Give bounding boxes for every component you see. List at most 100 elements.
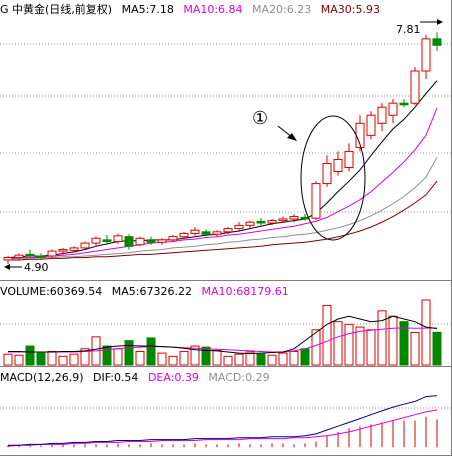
volume-bar (421, 299, 431, 366)
candle (278, 216, 288, 223)
macd-lines (7, 395, 438, 447)
candle (234, 222, 244, 232)
volume-bar (102, 345, 112, 366)
ma5-label: MA5:7.18 (122, 3, 174, 16)
volume-bar (190, 345, 200, 366)
volume-bar (344, 323, 354, 366)
volume-ma5-line (8, 315, 438, 355)
candle (124, 234, 134, 250)
high-pointer-head (437, 19, 443, 25)
candle (58, 247, 68, 255)
volume-bar (146, 337, 156, 366)
candle (399, 99, 409, 108)
volume-bar (300, 348, 310, 366)
candle (157, 238, 167, 245)
dif-line (8, 395, 438, 446)
volume-bar (223, 355, 233, 366)
candle (410, 66, 420, 105)
candle (344, 143, 354, 172)
candle (256, 218, 266, 226)
high-price-label: 7.81 (396, 23, 421, 36)
volume-bar (113, 348, 123, 366)
candle (366, 111, 376, 140)
ma30-label: MA30:5.93 (321, 3, 380, 16)
candles (3, 32, 442, 264)
candle (36, 253, 46, 260)
volume-bar (311, 329, 321, 366)
low-price-label: 4.90 (24, 261, 49, 274)
candle (267, 218, 277, 226)
candle (201, 229, 211, 237)
candle (432, 32, 442, 51)
volume-bar (157, 352, 167, 366)
candle (212, 230, 222, 237)
candle (80, 241, 90, 251)
candle (146, 236, 156, 245)
dif-label: DIF:0.54 (93, 371, 138, 384)
volume-bar (366, 329, 376, 366)
volume-header: VOLUME:60369.54 MA5:67326.22 MA10:68179.… (0, 285, 289, 298)
price-header: G 中黄金(日线,前复权) MA5:7.18 MA10:6.84 MA20:6.… (0, 2, 380, 16)
price-ma-lines (7, 80, 438, 261)
candle (289, 214, 299, 223)
volume-bar (135, 350, 145, 366)
candle (168, 235, 178, 243)
candle (377, 103, 387, 132)
dea-line (7, 409, 438, 447)
stock-title: G 中黄金(日线,前复权) (0, 2, 112, 16)
ma5-line (7, 80, 438, 259)
volume-bar (168, 355, 178, 366)
candle (135, 236, 145, 247)
candle (69, 246, 79, 253)
candle (245, 220, 255, 229)
candle (388, 99, 398, 124)
macd-histogram (7, 416, 438, 448)
ma20-label: MA20:6.23 (252, 3, 311, 16)
candle (25, 249, 35, 258)
candle (190, 227, 200, 236)
macd-value-label: MACD:0.29 (208, 371, 269, 384)
volume-bar (322, 304, 332, 366)
volume-bar (377, 310, 387, 366)
volume-label: VOLUME:60369.54 (0, 285, 102, 298)
candle (91, 236, 101, 247)
low-pointer-head (4, 264, 10, 270)
volume-bar (289, 350, 299, 366)
volume-bar (399, 321, 409, 366)
ma20-line (7, 156, 438, 260)
volume-bar (201, 346, 211, 366)
volume-bar (234, 353, 244, 366)
volume-bar (80, 348, 90, 366)
volume-bar (432, 331, 442, 366)
ma10-line (7, 107, 438, 259)
ma10-label: MA10:6.84 (183, 3, 242, 16)
volume-bar (124, 340, 134, 366)
volume-bar (25, 345, 35, 366)
annotations: ① 7.81 4.90 (4, 19, 443, 274)
volume-bar (58, 355, 68, 366)
candle (311, 181, 321, 220)
candle (223, 227, 233, 235)
volume-bar (14, 354, 24, 366)
volume-bar (179, 350, 189, 366)
volume-bar (47, 350, 57, 366)
volume-bar (267, 354, 277, 366)
candle (102, 235, 112, 245)
volume-bar (256, 353, 266, 366)
volume-ma-lines (8, 315, 438, 355)
volume-bar (212, 349, 222, 366)
candle (421, 34, 431, 80)
volume-bar (410, 332, 420, 366)
candle (322, 155, 332, 187)
highlight-ellipse (300, 115, 366, 241)
candle (47, 249, 57, 259)
vol-ma5-label: MA5:67326.22 (112, 285, 192, 298)
volume-bar (69, 353, 79, 366)
volume-ma10-line (8, 327, 437, 353)
candle (179, 231, 189, 240)
volume-bar (36, 352, 46, 366)
volume-bar (278, 352, 288, 366)
